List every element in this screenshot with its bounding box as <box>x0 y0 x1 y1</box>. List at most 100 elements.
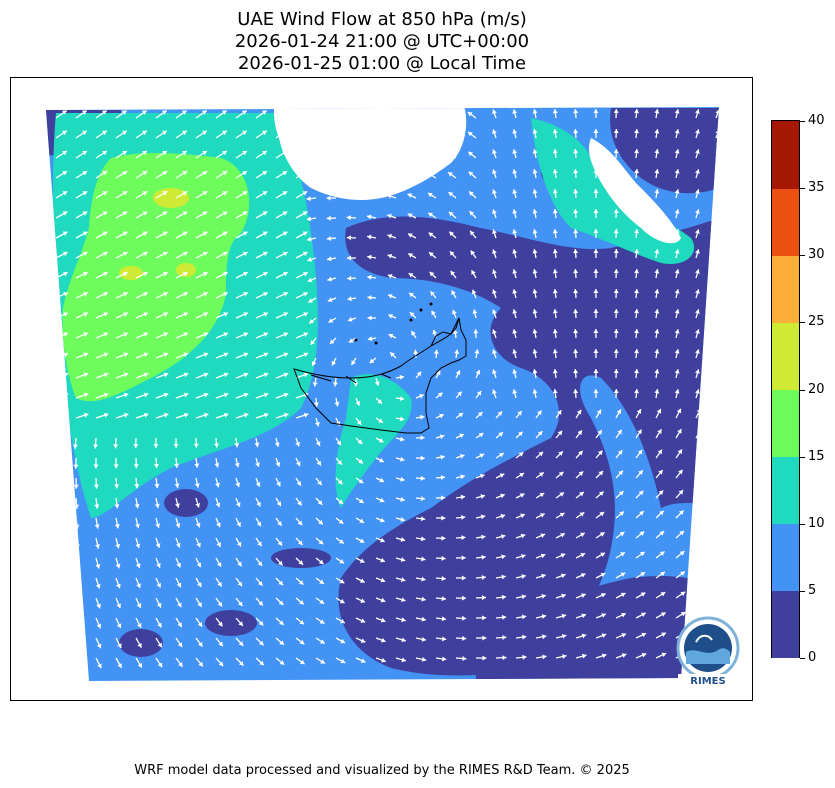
speed-band-10-15-center <box>335 374 412 508</box>
wind-arrow-head <box>695 209 700 214</box>
colorbar-tick-label: 35 <box>808 180 825 196</box>
wind-arrow-head <box>115 563 121 569</box>
wind-arrow-head <box>381 657 386 663</box>
wind-arrow-head <box>142 191 148 196</box>
wind-arrow-head <box>674 249 680 254</box>
wind-arrow-head <box>56 664 62 669</box>
wind-arrow-head <box>142 251 148 257</box>
wind-arrow-head <box>122 191 128 196</box>
wind-arrow-head <box>573 189 579 194</box>
wind-arrow-head <box>593 109 599 114</box>
colorbar-tick-label: 30 <box>808 247 825 263</box>
wind-arrow-head <box>388 313 393 319</box>
wind-arrow-head <box>279 660 285 665</box>
wind-arrow-head <box>235 482 241 488</box>
wind-arrow-head <box>613 309 619 314</box>
wind-arrow-head <box>512 169 518 174</box>
wind-arrow-head <box>76 623 81 629</box>
wind-arrow-head <box>656 408 662 414</box>
wind-arrow <box>54 437 57 449</box>
wind-arrow-head <box>360 618 366 623</box>
wind-arrow-head <box>83 332 89 337</box>
wind-arrow-head <box>512 209 518 214</box>
wind-arrow-head <box>162 211 168 216</box>
wind-arrow-head <box>620 552 625 557</box>
wind-arrow-head <box>380 577 386 583</box>
wind-arrow <box>75 557 80 569</box>
wind-arrow-head <box>695 229 700 234</box>
wind-arrow-head <box>327 297 333 303</box>
wind-arrow-head <box>379 497 385 503</box>
wind-arrow-head <box>302 211 308 216</box>
wind-arrow-head <box>654 249 660 254</box>
wind-arrow-head <box>358 459 363 464</box>
wind-arrow-head <box>299 639 305 645</box>
wind-arrow-head <box>573 109 579 114</box>
wind-arrow-head <box>96 623 102 629</box>
wind-arrow-head <box>695 309 700 314</box>
wind-arrow <box>715 509 719 519</box>
wind-arrow-head <box>275 461 281 467</box>
wind-arrow-head <box>634 189 640 194</box>
wind-arrow-head <box>593 269 599 274</box>
wind-arrow-head <box>421 576 426 582</box>
wind-arrow-head <box>346 154 351 160</box>
wind-arrow-head <box>636 409 642 414</box>
wind-arrow-head <box>116 583 121 589</box>
speed-band-20-25 <box>176 263 196 277</box>
wind-arrow-head <box>674 209 680 214</box>
wind-arrow-head <box>421 596 426 602</box>
wind-arrow-head <box>427 112 432 118</box>
wind-arrow-head <box>243 392 249 398</box>
wind-arrow-head <box>654 109 660 114</box>
wind-arrow-head <box>637 429 642 435</box>
colorbar-tick-label: 5 <box>808 582 817 598</box>
wind-arrow-head <box>660 592 666 597</box>
wind-arrow-head <box>243 312 248 317</box>
wind-arrow <box>55 657 62 669</box>
wind-arrow-head <box>221 110 227 115</box>
wind-arrow-head <box>235 502 241 507</box>
wind-arrow-head <box>715 309 719 315</box>
wind-arrow-head <box>400 496 405 502</box>
wind-arrow-head <box>715 229 719 235</box>
wind-arrow-head <box>593 289 599 294</box>
wind-arrow-head <box>460 474 465 480</box>
wind-arrow-head <box>552 269 558 274</box>
wind-arrow-head <box>369 358 375 364</box>
wind-arrow-head <box>238 661 244 666</box>
wind-arrow-head <box>63 291 68 297</box>
wind-arrow-head <box>399 374 404 380</box>
wind-arrow-head <box>174 483 180 488</box>
wind-arrow-head <box>399 436 405 442</box>
wind-arrow-head <box>521 614 527 620</box>
wind-arrow-head <box>660 612 666 617</box>
wind-arrow-head <box>552 129 558 134</box>
wind-arrow-head <box>639 511 644 516</box>
wind-arrow-head <box>238 641 244 646</box>
wind-arrow-head <box>358 478 364 484</box>
wind-arrow-head <box>573 289 579 294</box>
wind-arrow-head <box>634 269 640 274</box>
wind-arrow-head <box>387 193 392 199</box>
wind-arrow-head <box>298 540 303 545</box>
wind-arrow-head <box>419 414 425 420</box>
wind-arrow-head <box>379 477 385 483</box>
wind-arrow-head <box>243 291 248 297</box>
wind-arrow-head <box>674 389 680 394</box>
wind-arrow-head <box>243 412 249 418</box>
wind-arrow-head <box>194 463 200 468</box>
wind-arrow-head <box>459 454 465 459</box>
wind-arrow-head <box>674 329 680 334</box>
wind-arrow-head <box>103 372 109 378</box>
wind-arrow-head <box>674 149 680 154</box>
wind-arrow-head <box>501 574 506 580</box>
wind-arrow-head <box>196 542 201 548</box>
wind-arrow-head <box>143 271 148 277</box>
wind-arrow-head <box>63 271 68 277</box>
wind-arrow-head <box>471 289 477 295</box>
wind-arrow <box>695 469 703 479</box>
wind-arrow-head <box>407 193 413 198</box>
wind-arrow-head <box>512 369 518 374</box>
wind-arrow-head <box>399 396 405 402</box>
